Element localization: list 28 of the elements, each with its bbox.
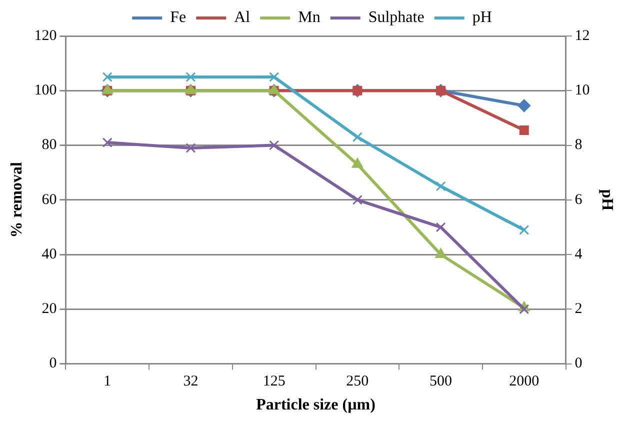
y2-tick-label: 0 [574,356,582,372]
y2-tick-label: 8 [574,137,582,154]
legend-label: Mn [298,9,320,26]
y2-tick-label: 2 [574,301,582,318]
x-tick-label: 250 [346,374,369,390]
x-tick-label: 2000 [509,374,540,390]
x-tick-label: 1 [104,374,112,390]
y-tick-label: 120 [34,28,57,44]
legend-label: Fe [170,9,186,26]
y-tick-label: 60 [42,192,57,208]
legend-label: Sulphate [368,9,424,26]
x-tick-label: 500 [430,374,452,390]
y-axis-title: % removal [8,162,26,238]
y2-tick-label: 12 [574,28,590,44]
x-axis-title: Particle size (µm) [256,396,376,414]
y2-tick-label: 6 [574,192,583,208]
y-tick-label: 100 [34,82,57,99]
y2-axis-title: pH [598,189,616,212]
legend-label: Al [234,9,251,26]
x-tick-label: 32 [183,374,198,390]
y2-tick-label: 10 [574,82,590,99]
y2-tick-label: 4 [574,246,583,262]
y-tick-label: 80 [42,137,57,154]
y-tick-label: 20 [42,301,57,318]
legend-label: pH [472,9,492,26]
x-tick-label: 125 [262,374,286,390]
y-tick-label: 0 [49,356,57,372]
y-tick-label: 40 [42,246,57,262]
